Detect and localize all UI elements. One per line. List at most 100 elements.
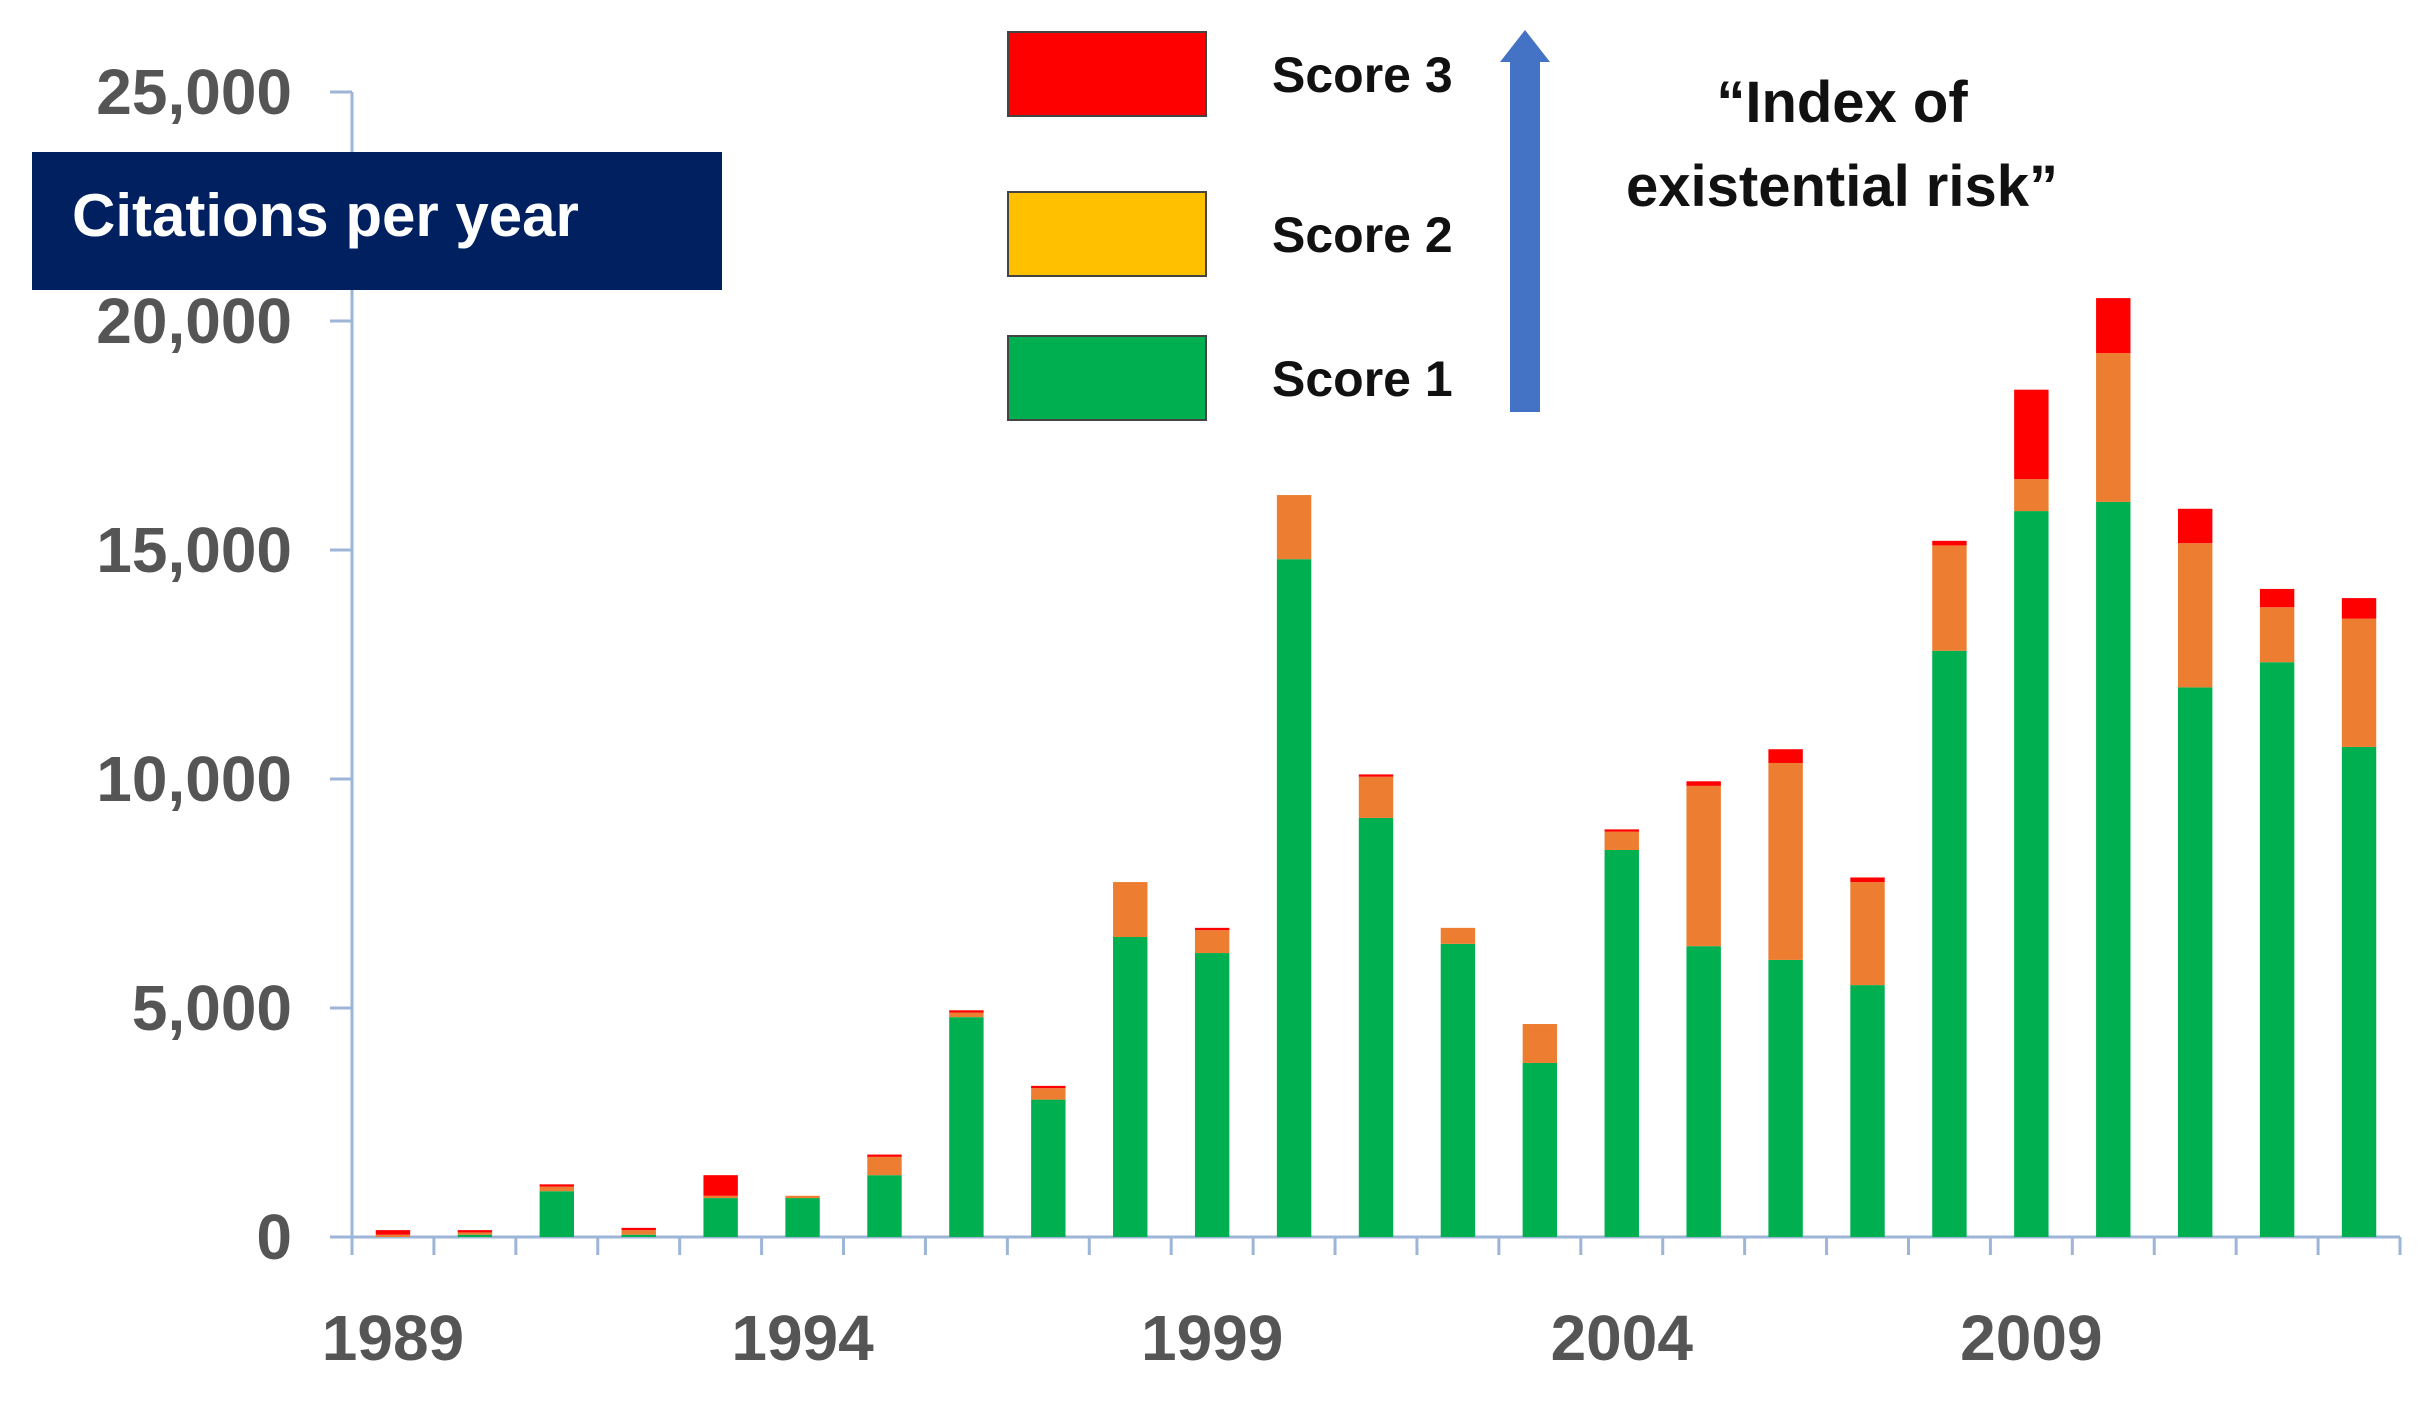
bar-segment [1276, 559, 1312, 1237]
y-axis-label-text: Citations per year [72, 182, 579, 249]
bar-segment [1768, 762, 1803, 960]
legend-swatch [1007, 31, 1207, 117]
bar-segment [2341, 746, 2377, 1237]
x-tick-labels: 1989 1994 1999 2004 2009 [322, 1237, 2402, 1374]
x-tick-label: 2009 [1960, 1302, 2102, 1374]
bar-segment [867, 1175, 902, 1237]
bar-segment [375, 1230, 411, 1235]
bar-segment [1358, 774, 1394, 777]
bar-segment [1358, 817, 1394, 1237]
bar-segment [1850, 985, 1885, 1237]
bar-segment [1604, 829, 1639, 832]
bar-segment [1031, 1088, 1066, 1100]
bar-segment [2177, 543, 2213, 688]
bar-segment [2341, 598, 2377, 619]
y-tick-label: 0 [256, 1201, 292, 1273]
bar-segment [1440, 943, 1476, 1237]
bar-segment [1686, 785, 1721, 947]
bar-segment [1686, 781, 1721, 786]
bar-segment [2096, 353, 2131, 502]
bar-segment [375, 1234, 411, 1237]
bar-segment [539, 1186, 575, 1192]
risk-annotation: “Index of existential risk” [1500, 30, 2058, 412]
bar-segment [2341, 618, 2377, 747]
annotation-line-1: “Index of [1716, 70, 1968, 135]
bar-segment [1113, 937, 1148, 1237]
bar-segment [1113, 882, 1148, 938]
bar-segment [1522, 1024, 1558, 1063]
bar-segment [1768, 959, 1803, 1237]
bar-segment [2259, 607, 2295, 663]
bar-segment [2096, 501, 2131, 1237]
bar-segment [1932, 545, 1967, 651]
x-tick-label: 1994 [731, 1302, 874, 1374]
legend-label: Score 1 [1272, 351, 1453, 407]
y-tick-labels: 0 5,000 10,000 15,000 20,000 25,000 [96, 56, 352, 1273]
bar-segment [703, 1175, 738, 1196]
bar-segment [949, 1017, 984, 1237]
bar-segment [703, 1195, 738, 1199]
y-tick-label: 25,000 [96, 56, 292, 128]
bar-segment [1850, 877, 1885, 883]
bar-segment [539, 1191, 575, 1237]
bar-segment [621, 1227, 656, 1231]
bar-segment [785, 1195, 820, 1199]
x-tick-label: 1989 [322, 1302, 464, 1374]
y-tick-label: 10,000 [96, 743, 292, 815]
legend-label: Score 2 [1272, 207, 1453, 263]
bar-segment [1031, 1099, 1066, 1237]
bar-segment [785, 1198, 820, 1237]
bar-segment [1194, 953, 1230, 1237]
bar-segment [1522, 1062, 1558, 1237]
bar-segment [1194, 930, 1230, 954]
bar-segment [1686, 946, 1721, 1237]
bar-segment [457, 1230, 493, 1233]
legend-label: Score 3 [1272, 47, 1453, 103]
bar-segment [2259, 662, 2295, 1237]
arrow-shaft [1510, 60, 1540, 412]
legend-swatch [1007, 335, 1207, 421]
bar-segment [457, 1234, 493, 1237]
bar-segment [2177, 687, 2213, 1237]
y-axis-label-box [32, 152, 722, 290]
bar-segment [539, 1184, 575, 1187]
bar-segment [1932, 650, 1967, 1237]
bar-segment [2014, 479, 2049, 512]
y-axis-label: Citations per year [32, 152, 722, 290]
legend: Score 3 Score 2 Score 1 [1007, 31, 1453, 421]
bar-segment [867, 1154, 902, 1157]
bar-segment [2014, 389, 2049, 480]
bar-segment [1604, 831, 1639, 850]
up-arrow-icon [1500, 30, 1550, 412]
x-tick-label: 2004 [1551, 1302, 1694, 1374]
y-tick-label: 15,000 [96, 514, 292, 586]
bar-segment [867, 1156, 902, 1176]
bar-segment [1358, 776, 1394, 818]
y-tick-label: 20,000 [96, 285, 292, 357]
bar-segment [2177, 508, 2213, 544]
bar-segment [1194, 927, 1230, 931]
bar-segment [1768, 749, 1803, 763]
bar-segment [949, 1012, 984, 1018]
bar-segment [621, 1230, 656, 1235]
bar-segment [1276, 495, 1312, 560]
bar-segment [703, 1198, 738, 1237]
bar-segment [1440, 927, 1476, 944]
bar-segment [1850, 882, 1885, 986]
bar-segment [1031, 1085, 1066, 1089]
bar-segment [457, 1232, 493, 1235]
x-tick-label: 1999 [1141, 1302, 1283, 1374]
bar-segment [621, 1234, 656, 1237]
bar-segment [949, 1010, 984, 1013]
bar-segment [2259, 588, 2295, 608]
bar-segment [1604, 849, 1639, 1237]
bar-segment [2014, 511, 2049, 1237]
y-tick-label: 5,000 [132, 972, 292, 1044]
annotation-line-2: existential risk” [1626, 154, 2058, 219]
legend-swatch [1007, 191, 1207, 277]
bars [375, 298, 2377, 1237]
bar-segment [2096, 298, 2131, 354]
bar-segment [1932, 540, 1967, 546]
arrow-head [1500, 30, 1550, 62]
